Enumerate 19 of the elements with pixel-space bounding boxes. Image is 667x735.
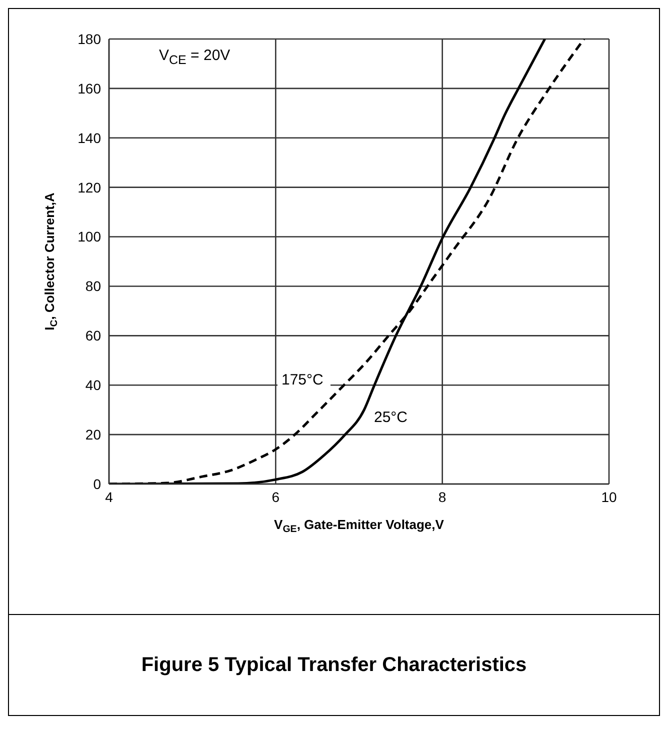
y-tick-label: 60 bbox=[85, 328, 102, 344]
y-tick-label: 0 bbox=[93, 476, 102, 492]
y-tick-label: 120 bbox=[78, 179, 102, 196]
y-tick-label: 140 bbox=[78, 130, 102, 146]
y-tick-label: 20 bbox=[85, 426, 102, 443]
x-tick-label: 10 bbox=[601, 488, 617, 505]
x-tick-label: 6 bbox=[272, 488, 280, 505]
y-tick-label: 80 bbox=[85, 278, 102, 294]
y-tick-label: 40 bbox=[85, 377, 102, 394]
x-tick-label: 4 bbox=[105, 488, 114, 505]
annotation: V$_{CE}$ = 20V bbox=[159, 47, 230, 67]
series-label: 175°C bbox=[282, 372, 324, 389]
y-tick-label: 100 bbox=[78, 228, 102, 245]
y-tick-label: 180 bbox=[78, 30, 102, 47]
y-tick-label: 160 bbox=[78, 80, 102, 96]
series-label: 25°C bbox=[374, 409, 408, 426]
x-tick-label: 8 bbox=[438, 488, 446, 505]
x-axis-title: V$_{GE}$, Gate-Emitter Voltage,V bbox=[274, 517, 444, 534]
text: Figure 5 Typical Transfer Characteristics bbox=[140, 652, 528, 678]
